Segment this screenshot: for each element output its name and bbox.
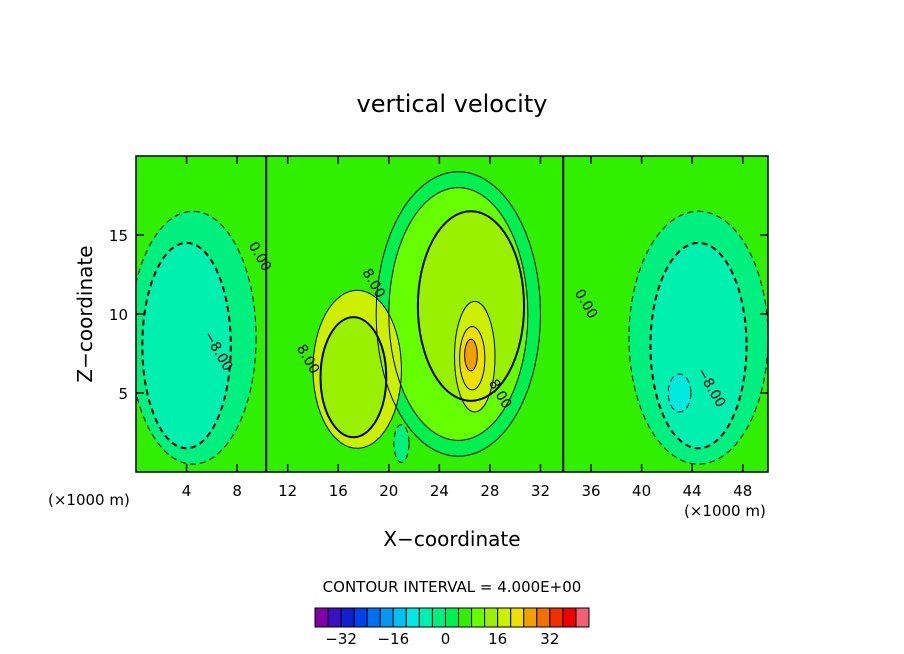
colorbar-swatch: [327, 607, 342, 628]
x-tick-label: 44: [683, 482, 702, 500]
contour-line: [649, 241, 748, 450]
colorbar-label: 16: [488, 630, 507, 648]
contour-line: [375, 171, 541, 457]
contour-lines: [136, 156, 768, 472]
x-tick-label: 48: [733, 482, 752, 500]
colorbar-swatch: [353, 607, 368, 628]
contour-line: [319, 316, 388, 439]
colorbar-swatch: [431, 607, 446, 628]
contour-interval-text: CONTOUR INTERVAL = 4.000E+00: [323, 578, 582, 596]
colorbar-swatch: [392, 607, 407, 628]
y-tick-label: 15: [109, 227, 128, 245]
contour-region: [142, 242, 231, 449]
contour-line: [667, 373, 692, 413]
contour-line: [141, 241, 232, 450]
x-tick-label: 12: [278, 482, 297, 500]
colorbar-swatch: [379, 607, 394, 628]
colorbar-label: −16: [377, 630, 409, 648]
colorbar-swatch: [536, 607, 551, 628]
x-tick-label: 8: [232, 482, 242, 500]
x-tick-label: 24: [430, 482, 449, 500]
y-axis: 5 10 15: [109, 227, 768, 403]
contour-region: [464, 339, 478, 371]
y-tick-label: 5: [118, 385, 128, 403]
contour-region: [668, 374, 691, 412]
colorbar-swatch: [444, 607, 460, 628]
x-axis: 4 8 12 16 20 24 28 32 36 40 44 48: [182, 156, 752, 500]
x-unit-right: (×1000 m): [684, 502, 766, 520]
contour-line: [464, 338, 478, 372]
colorbar-swatch: [497, 607, 512, 628]
colorbar-label: 32: [540, 630, 559, 648]
x-tick-label: 20: [379, 482, 398, 500]
colorbar-swatch: [418, 607, 433, 628]
colorbar-swatch: [366, 607, 381, 628]
x-unit-left: (×1000 m): [48, 491, 130, 509]
chart-title: vertical velocity: [357, 90, 548, 118]
y-tick-label: 10: [109, 306, 128, 324]
x-tick-label: 28: [480, 482, 499, 500]
colorbar-swatch: [458, 607, 473, 628]
contour-region: [320, 317, 387, 438]
colorbar-swatch: [549, 607, 564, 628]
colorbar-swatch: [340, 607, 355, 628]
contour-line: [416, 210, 526, 402]
colorbar-label: −32: [325, 630, 357, 648]
colorbar-swatch: [471, 607, 486, 628]
colorbar-swatch: [510, 607, 525, 628]
contour-line: [454, 300, 496, 413]
x-tick-label: 4: [182, 482, 192, 500]
colorbar: −32 −16 0 16 32: [314, 607, 590, 648]
colorbar-label: 0: [441, 630, 451, 648]
x-axis-label: X−coordinate: [383, 527, 520, 551]
x-tick-label: 32: [531, 482, 550, 500]
colorbar-swatch: [523, 607, 538, 628]
colorbar-swatch: [484, 607, 499, 628]
x-tick-label: 16: [329, 482, 348, 500]
plot-area: 0.000.008.008.008.00−8.00−8.00: [135, 155, 769, 473]
x-tick-label: 40: [632, 482, 651, 500]
contour-line: [312, 289, 402, 449]
colorbar-swatch: [562, 607, 577, 628]
colorbar-swatch: [575, 607, 590, 628]
colorbar-swatch: [405, 607, 420, 628]
contour-region: [393, 424, 410, 463]
contour-line: [136, 210, 257, 465]
x-tick-label: 36: [581, 482, 600, 500]
contour-line: [459, 326, 486, 391]
colorbar-swatch: [314, 607, 329, 628]
y-axis-label: Z−coordinate: [73, 245, 97, 382]
contour-line: [393, 424, 410, 464]
